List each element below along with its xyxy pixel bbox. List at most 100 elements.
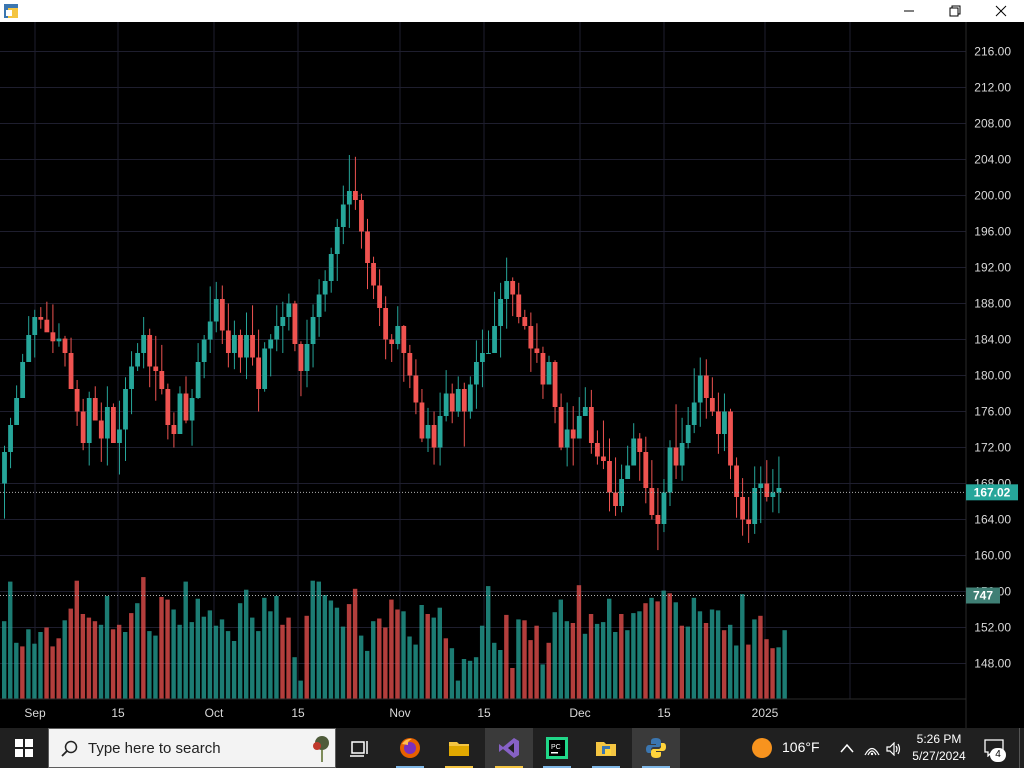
volume-bar [298, 680, 303, 699]
candle-body [371, 263, 376, 286]
candle-body [147, 335, 153, 367]
time-tick-label: 15 [111, 706, 125, 720]
volume-bar [219, 619, 225, 699]
candle-body [534, 348, 540, 353]
volume-bar [558, 599, 563, 699]
candle-body [516, 294, 522, 317]
candle-body [171, 425, 177, 434]
price-tick-label: 148.00 [974, 657, 1011, 671]
volume-bar [334, 607, 340, 699]
candle-body [32, 317, 38, 335]
candle [8, 417, 13, 469]
volume-bar [401, 611, 406, 699]
candle-body [437, 416, 443, 448]
visual-studio-icon [499, 738, 519, 758]
volume-bar [552, 612, 557, 699]
candle [316, 279, 322, 337]
volume-bar [14, 642, 19, 699]
volume-bar [673, 602, 678, 699]
volume-bar [631, 613, 636, 699]
candle [68, 337, 74, 389]
folder-icon [449, 742, 469, 756]
candle-body [280, 317, 286, 326]
search-box[interactable]: Type here to search [48, 728, 336, 768]
candle-body [74, 389, 80, 412]
time-tick-label: Oct [205, 706, 224, 720]
visual-studio-taskbar-button[interactable] [485, 728, 533, 768]
volume-bar [740, 594, 745, 699]
candle [26, 316, 32, 362]
pycharm-taskbar-button[interactable]: PC [533, 728, 581, 768]
weather-widget[interactable]: 106°F [750, 728, 830, 768]
close-button[interactable] [978, 0, 1024, 22]
candle-body [98, 420, 104, 439]
minimize-button[interactable] [886, 0, 932, 22]
volume-bar [510, 668, 515, 699]
candle-body [613, 492, 618, 506]
candle [86, 391, 92, 466]
candle [576, 397, 582, 439]
volume-bar [56, 638, 61, 699]
chevron-up-icon[interactable] [840, 743, 854, 753]
volume-bar [461, 659, 467, 699]
volume-bar [467, 660, 473, 699]
volume-bar [286, 617, 291, 699]
candle-body [135, 353, 140, 367]
candle [189, 389, 195, 446]
python-taskbar-button[interactable] [632, 728, 680, 768]
volume-bar [32, 643, 37, 699]
candle [540, 346, 546, 399]
search-icon [61, 740, 78, 757]
volume-bar [358, 635, 364, 699]
candle-body [401, 326, 407, 353]
volume-icon[interactable] [886, 742, 902, 756]
volume-bar [340, 626, 346, 699]
file-explorer-taskbar-button[interactable] [435, 728, 483, 768]
show-desktop-button[interactable] [1019, 728, 1024, 768]
volume-bar [576, 585, 582, 699]
candle [165, 383, 171, 440]
candle-body [316, 294, 322, 317]
price-tick-label: 216.00 [974, 45, 1011, 59]
candlestick-chart[interactable]: 216.00 212.00 208.00 204.00 200.00 196.00 192.… [0, 22, 1024, 728]
candle-body [667, 447, 673, 493]
volume-bar [546, 642, 551, 699]
candle-body [728, 411, 733, 466]
volume-bar [304, 615, 309, 699]
candle-body [528, 326, 534, 349]
candle [322, 270, 328, 312]
taskbar: Type here to search [0, 728, 1024, 768]
restore-button[interactable] [932, 0, 978, 22]
candle [552, 360, 558, 424]
candle-body [328, 254, 334, 281]
candle [709, 377, 715, 416]
notification-count-badge: 4 [990, 748, 1006, 762]
system-clock[interactable]: 5:26 PM 5/27/2024 [900, 731, 978, 765]
candle-body [50, 332, 56, 342]
candle-body [595, 443, 600, 457]
volume-bar [62, 620, 67, 699]
task-view-button[interactable] [336, 728, 384, 768]
chart-canvas[interactable]: 216.00 212.00 208.00 204.00 200.00 196.00 192.… [0, 22, 1024, 728]
candle [558, 393, 564, 451]
python-folder-taskbar-button[interactable] [582, 728, 630, 768]
volume-bar [74, 580, 79, 699]
candle [449, 383, 455, 424]
network-icon[interactable] [864, 742, 880, 756]
candle-body [576, 416, 582, 439]
time-tick-label: 2025 [752, 706, 779, 720]
candle-body [322, 281, 328, 295]
time-tick-label: Nov [389, 706, 410, 720]
volume-bar [715, 610, 721, 699]
volume-bar [98, 624, 104, 699]
volume-bar [389, 599, 394, 699]
start-button[interactable] [0, 728, 48, 768]
volume-bar [782, 630, 787, 699]
candle [141, 317, 147, 369]
firefox-taskbar-button[interactable] [386, 728, 434, 768]
candle-body [213, 299, 219, 322]
candle-body [709, 398, 715, 412]
candle-body [431, 425, 437, 448]
volume-bar [522, 620, 527, 699]
volume-bar [752, 619, 757, 699]
